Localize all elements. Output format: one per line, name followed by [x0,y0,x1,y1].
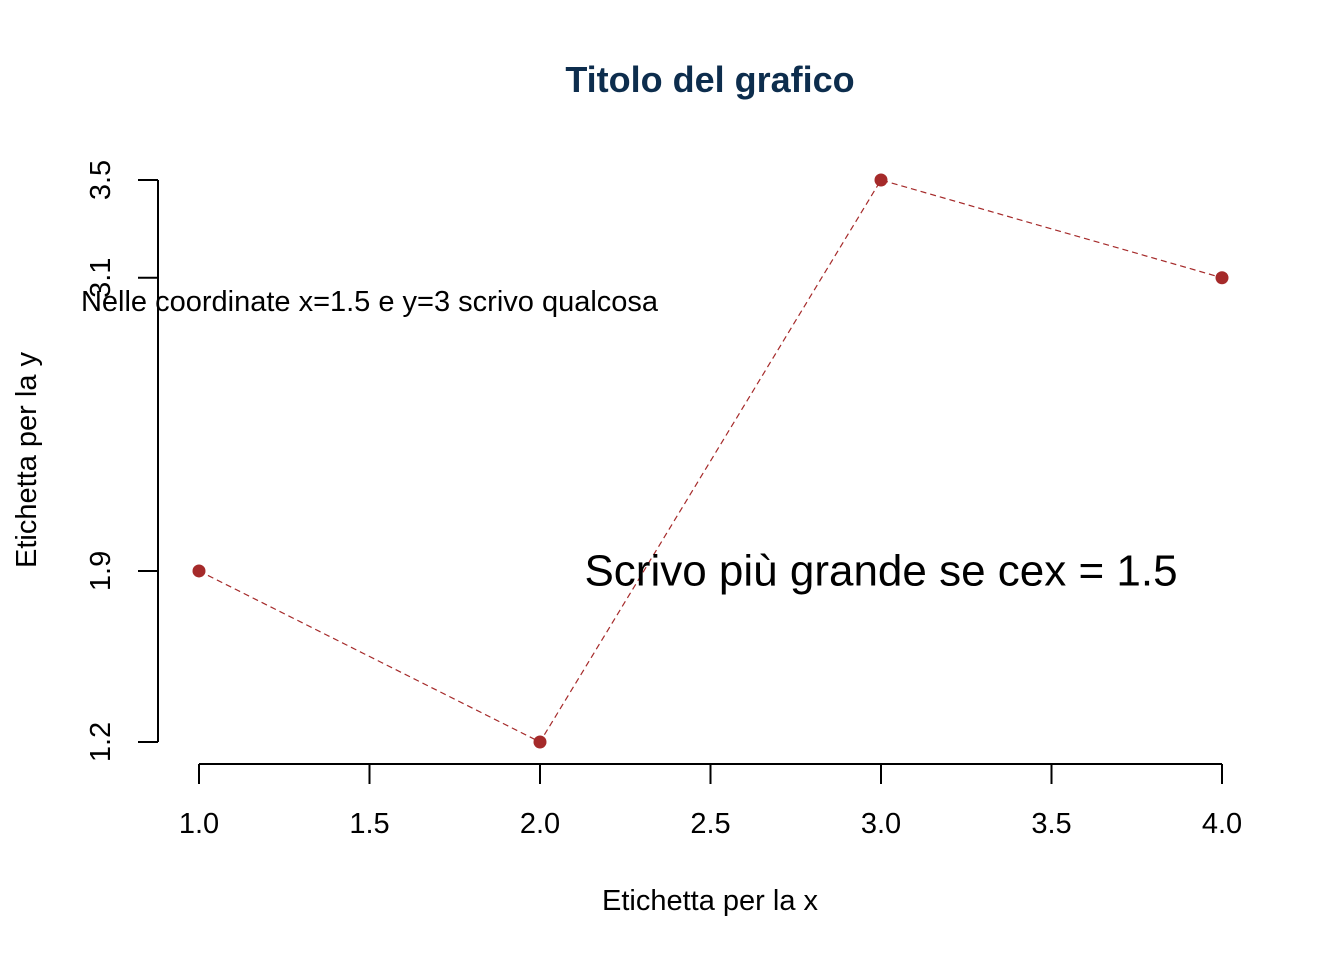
y-tick-label: 1.9 [85,551,117,591]
annotation-text: Nelle coordinate x=1.5 e y=3 scrivo qual… [81,286,659,318]
annotation-text: Scrivo più grande se cex = 1.5 [584,546,1177,595]
x-tick-label: 1.5 [349,808,389,840]
data-point [1215,271,1229,285]
annotations: Nelle coordinate x=1.5 e y=3 scrivo qual… [81,286,1178,595]
series [192,173,1229,749]
data-point [533,735,547,749]
x-tick-label: 4.0 [1202,808,1242,840]
x-axis-label: Etichetta per la x [602,885,818,917]
x-tick-label: 3.5 [1031,808,1071,840]
data-point [874,173,888,187]
y-axis-label: Etichetta per la y [11,352,43,568]
x-tick-label: 3.0 [861,808,901,840]
y-tick-label: 1.2 [85,722,117,762]
x-axis: 1.0 1.5 2.0 2.5 3.0 3.5 4.0 [179,763,1242,840]
y-tick-label: 3.1 [85,258,117,298]
data-point [192,564,206,578]
x-tick-label: 1.0 [179,808,219,840]
y-axis: 1.2 1.9 3.1 3.5 [85,160,159,762]
y-tick-label: 3.5 [85,160,117,200]
series-line [198,179,1223,743]
x-tick-label: 2.0 [520,808,560,840]
chart-title: Titolo del grafico [565,59,854,100]
x-tick-label: 2.5 [690,808,730,840]
